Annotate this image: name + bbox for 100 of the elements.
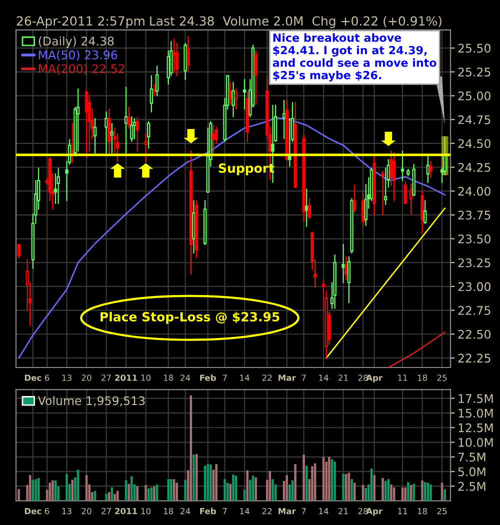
y-tick-label: 17.5M [458, 394, 493, 403]
bar [421, 480, 424, 501]
candlestick [342, 244, 345, 284]
x-tick-label: Feb [200, 374, 216, 381]
y-tick-label: 22.50 [458, 330, 490, 339]
bar [114, 494, 116, 501]
y-tick-label: 24.75 [458, 115, 490, 124]
candlestick [110, 122, 114, 154]
candlestick [234, 88, 238, 110]
bar [246, 470, 248, 501]
x-tick-label: 6 [44, 508, 50, 514]
bar [184, 480, 186, 501]
x-tick-label: 14 [240, 508, 250, 514]
bar [302, 454, 305, 501]
y-tick-label: 23.50 [458, 234, 490, 244]
bar [249, 480, 252, 501]
candlestick [347, 256, 351, 304]
bar [342, 474, 344, 501]
candlestick [400, 150, 404, 182]
candlestick [186, 36, 190, 72]
candlestick [155, 66, 159, 96]
bar [206, 464, 209, 501]
y-tick-label: 22.25 [458, 354, 490, 363]
candlestick [93, 118, 97, 154]
y-tick-label: 25.00 [458, 91, 490, 100]
candlestick [175, 42, 178, 76]
bar [105, 494, 108, 501]
y-tick-label: 22.75 [458, 306, 490, 315]
y-tick-label: 23.75 [458, 210, 490, 220]
bar [407, 482, 410, 501]
x-tick-label: 2011 [115, 374, 138, 381]
bar [66, 474, 68, 501]
candlestick [420, 190, 424, 234]
x-tick-label: 21 [338, 374, 348, 381]
candlestick [384, 168, 388, 205]
x-tick-label: 11 [398, 508, 408, 514]
y-tick-label: 24.50 [458, 139, 490, 148]
candlestick [352, 184, 356, 213]
x-tick-label: 24 [180, 374, 190, 381]
x-tick-label: 27 [102, 374, 111, 381]
candlestick [56, 168, 60, 204]
x-tick-label: 22 [262, 374, 272, 381]
bar [373, 475, 376, 501]
bar [412, 484, 415, 501]
bar [48, 482, 51, 501]
x-tick-label: 13 [62, 508, 72, 514]
annotation: Nice breakout above $24.41. I got in at 24.39, and could see a move into $25's maybe $26. [272, 33, 436, 82]
x-tick-label: Mar [278, 508, 296, 514]
x-tick-label: 24 [180, 508, 190, 514]
candlestick [17, 244, 20, 258]
chart-subtitle: 26-Apr-2011 2:57pm [16, 16, 144, 28]
bar [350, 479, 353, 501]
candlestick [107, 108, 111, 154]
bar [430, 484, 432, 501]
bar [176, 482, 178, 501]
bar [288, 484, 291, 501]
bar [153, 486, 156, 501]
y-tick-label: 15.0M [458, 408, 493, 418]
legend-label: (Daily) 24.38 [38, 36, 114, 48]
bar [130, 476, 133, 501]
bar [328, 456, 330, 501]
x-tick-label: 14 [319, 508, 328, 514]
y-tick-label: 2.5M [458, 482, 486, 491]
x-tick-label: 18 [418, 374, 428, 381]
y-tick-label: 7.5M [458, 452, 486, 462]
bar [128, 484, 130, 501]
bar [286, 475, 288, 501]
bar [52, 480, 54, 501]
bar [18, 489, 20, 501]
candlestick [150, 75, 154, 112]
candlestick [344, 256, 348, 280]
y-tick-label: 24.25 [458, 162, 490, 172]
bar [144, 485, 147, 501]
bar [210, 464, 212, 501]
candlestick [304, 188, 308, 227]
annotation: Place Stop-Loss @ $23.95 [100, 312, 280, 324]
x-tick-label: 13 [62, 374, 72, 381]
bar [34, 479, 37, 501]
candlestick [130, 116, 134, 142]
bar [364, 488, 367, 501]
bar [390, 484, 392, 501]
y-tick-label: 10.0M [458, 438, 493, 447]
bar [311, 466, 314, 501]
bar [444, 489, 446, 501]
x-tick-label: 22 [262, 508, 272, 514]
x-tick-label: 20 [82, 508, 92, 514]
x-tick-label: 14 [240, 374, 250, 381]
x-tick-label: 10 [141, 508, 151, 514]
bar [294, 464, 296, 501]
x-tick-label: 10 [141, 374, 151, 381]
legend-label: Volume 1,959,513 [38, 396, 145, 406]
x-tick-label: 11 [398, 374, 408, 381]
candlestick [381, 170, 384, 216]
x-tick-label: 27 [102, 508, 111, 514]
bar [192, 454, 195, 501]
text: Last 24.38 Volume 2.0M Chg +0.22 (+0.91%) [150, 16, 442, 28]
candlestick [423, 200, 427, 224]
x-tick-label: 20 [82, 374, 92, 381]
x-tick-label: Dec [24, 374, 42, 381]
candlestick [429, 160, 432, 178]
